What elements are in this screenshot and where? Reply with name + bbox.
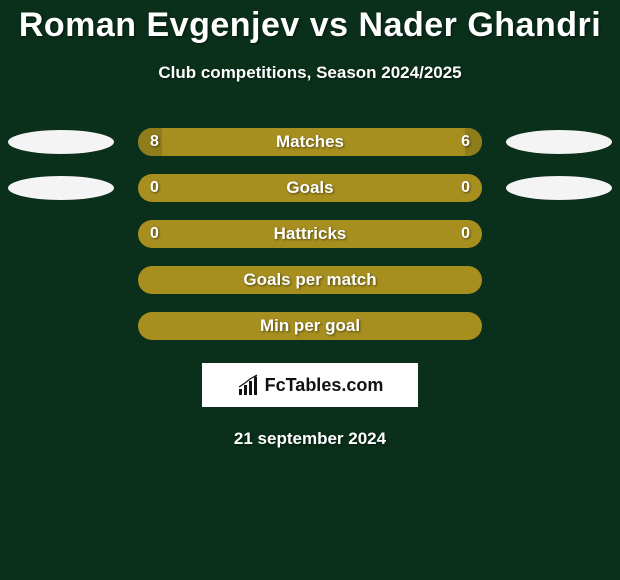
player-right-ellipse: [506, 130, 612, 154]
stat-bar: 0 Goals 0: [138, 174, 482, 202]
stat-bar: 8 Matches 6: [138, 128, 482, 156]
stat-label: Min per goal: [260, 316, 360, 336]
stat-right-value: 6: [461, 133, 470, 151]
stat-bar: Goals per match: [138, 266, 482, 294]
stat-label: Goals per match: [243, 270, 376, 290]
stat-bar: 0 Hattricks 0: [138, 220, 482, 248]
bars-growth-icon: [237, 373, 261, 397]
stat-left-value: 0: [150, 225, 159, 243]
stat-right-value: 0: [461, 179, 470, 197]
player-left-ellipse: [8, 130, 114, 154]
stat-label: Hattricks: [274, 224, 347, 244]
stat-row: 8 Matches 6: [0, 119, 620, 165]
player-right-ellipse: [506, 176, 612, 200]
brand-text: FcTables.com: [265, 375, 384, 396]
player-left-ellipse: [8, 176, 114, 200]
stat-left-value: 0: [150, 179, 159, 197]
stat-label: Matches: [276, 132, 344, 152]
stat-left-value: 8: [150, 133, 159, 151]
stat-label: Goals: [286, 178, 333, 198]
stats-rows: 8 Matches 6 0 Goals 0 0 Hattricks 0 Goals per mat…: [0, 119, 620, 349]
subtitle: Club competitions, Season 2024/2025: [0, 63, 620, 83]
page-title: Roman Evgenjev vs Nader Ghandri: [0, 0, 620, 45]
stat-right-value: 0: [461, 225, 470, 243]
date-line: 21 september 2024: [0, 429, 620, 449]
stat-row: 0 Goals 0: [0, 165, 620, 211]
stat-row: Goals per match: [0, 257, 620, 303]
stat-row: 0 Hattricks 0: [0, 211, 620, 257]
brand-box: FcTables.com: [202, 363, 418, 407]
stat-bar: Min per goal: [138, 312, 482, 340]
stat-row: Min per goal: [0, 303, 620, 349]
